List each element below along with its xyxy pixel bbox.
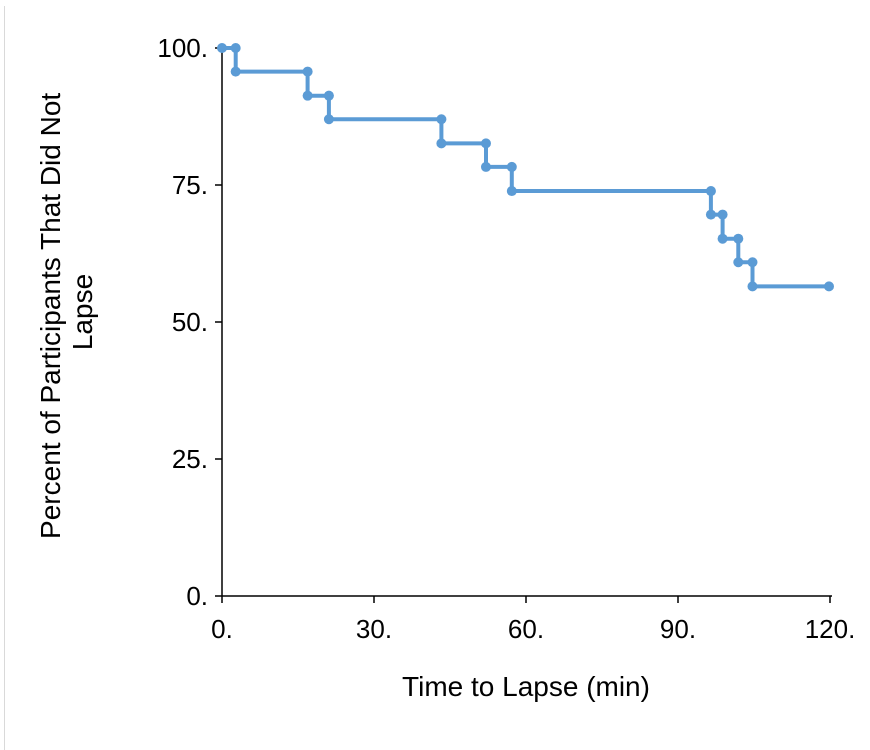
- series-line: [222, 46, 829, 289]
- x-tick-label: 0.: [211, 614, 233, 644]
- y-axis-title: Percent of Participants That Did Not Lap…: [35, 85, 98, 539]
- data-point: [747, 257, 758, 268]
- data-point: [823, 281, 834, 292]
- series-group: [217, 43, 834, 292]
- chart-border: [4, 6, 869, 750]
- y-tick-label: 100.: [157, 33, 208, 63]
- y-tick-label: 25.: [172, 444, 208, 474]
- x-axis-title: Time to Lapse (min): [402, 671, 650, 702]
- data-point: [436, 114, 447, 125]
- data-point: [323, 114, 334, 125]
- data-point: [733, 257, 744, 268]
- data-point: [480, 138, 491, 149]
- data-point: [230, 43, 241, 53]
- x-tick-label: 120.: [805, 614, 856, 644]
- data-point: [747, 281, 758, 292]
- x-tick-label: 30.: [356, 614, 392, 644]
- y-axis-title-line-2: Lapse: [67, 274, 98, 350]
- data-point: [230, 66, 241, 77]
- data-point: [436, 138, 447, 149]
- data-point: [506, 161, 517, 172]
- y-axis-title-line-1: Percent of Participants That Did Not: [35, 93, 66, 539]
- data-point: [323, 90, 334, 101]
- data-point: [302, 66, 313, 77]
- top-strip: [0, 0, 870, 8]
- x-axis-ticks: 0. 30. 60. 90. 120.: [211, 596, 855, 644]
- data-point: [717, 209, 728, 220]
- x-tick-label: 60.: [508, 614, 544, 644]
- data-point: [705, 186, 716, 197]
- axes: [221, 48, 832, 597]
- y-tick-label: 75.: [172, 170, 208, 200]
- data-point: [717, 233, 728, 244]
- y-tick-label: 50.: [172, 307, 208, 337]
- data-point: [480, 161, 491, 172]
- data-point: [217, 43, 227, 53]
- y-tick-label: 0.: [186, 581, 208, 611]
- x-tick-label: 90.: [660, 614, 696, 644]
- data-point: [705, 209, 716, 220]
- data-point: [506, 186, 517, 197]
- data-point: [733, 233, 744, 244]
- data-point: [302, 90, 313, 101]
- y-axis-ticks: 0. 25. 50. 75. 100.: [157, 33, 222, 611]
